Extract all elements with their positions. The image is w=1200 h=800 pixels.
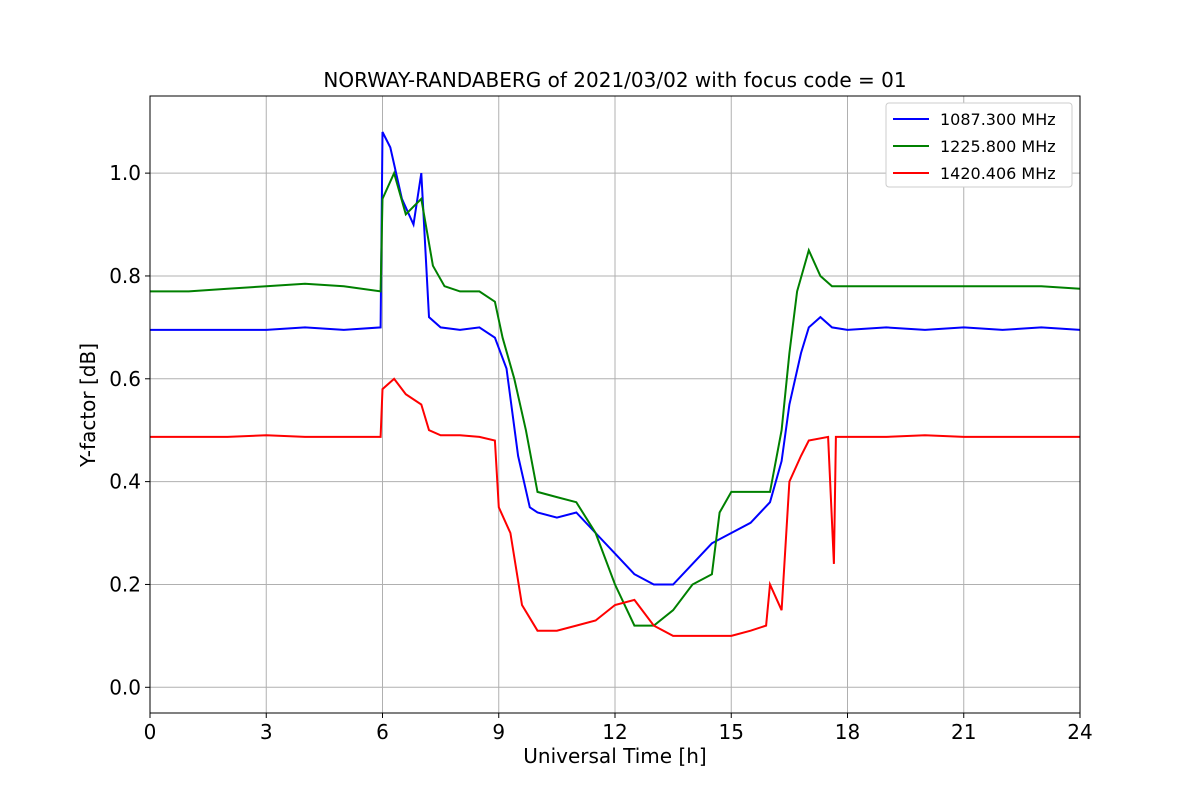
y-tick-label: 1.0 xyxy=(109,161,141,185)
series-group xyxy=(150,131,1081,637)
y-tick-label: 0.2 xyxy=(109,572,141,596)
series-line-3 xyxy=(150,377,1080,637)
x-tick-label: 12 xyxy=(602,720,627,744)
legend-label: 1420.406 MHz xyxy=(940,164,1056,183)
legend-label: 1087.300 MHz xyxy=(940,110,1056,129)
chart-title: NORWAY-RANDABERG of 2021/03/02 with focu… xyxy=(323,68,906,92)
y-tick-label: 0.6 xyxy=(109,367,141,391)
legend-box xyxy=(885,102,1073,188)
legend: 1087.300 MHz 1225.800 MHz 1420.406 MHz xyxy=(885,102,1073,188)
x-tick-label: 0 xyxy=(144,720,157,744)
y-tick-label: 0.0 xyxy=(109,675,141,699)
x-tick-label: 21 xyxy=(951,720,976,744)
x-tick-label: 6 xyxy=(376,720,389,744)
y-axis-label: Y-factor [dB] xyxy=(76,343,100,468)
series-line-1 xyxy=(150,131,1081,586)
x-tick-label: 3 xyxy=(260,720,273,744)
legend-label: 1225.800 MHz xyxy=(940,137,1056,156)
x-tick-label: 15 xyxy=(719,720,744,744)
series-line-2 xyxy=(150,170,1081,627)
x-tick-label: 18 xyxy=(835,720,860,744)
y-ticks: 0.0 0.2 0.4 0.6 0.8 1.0 xyxy=(109,161,150,699)
x-tick-label: 24 xyxy=(1067,720,1092,744)
y-tick-label: 0.8 xyxy=(109,264,141,288)
x-tick-label: 9 xyxy=(492,720,505,744)
x-ticks: 0 3 6 9 12 15 18 21 24 xyxy=(144,713,1093,744)
y-tick-label: 0.4 xyxy=(109,470,141,494)
x-axis-label: Universal Time [h] xyxy=(523,744,706,768)
